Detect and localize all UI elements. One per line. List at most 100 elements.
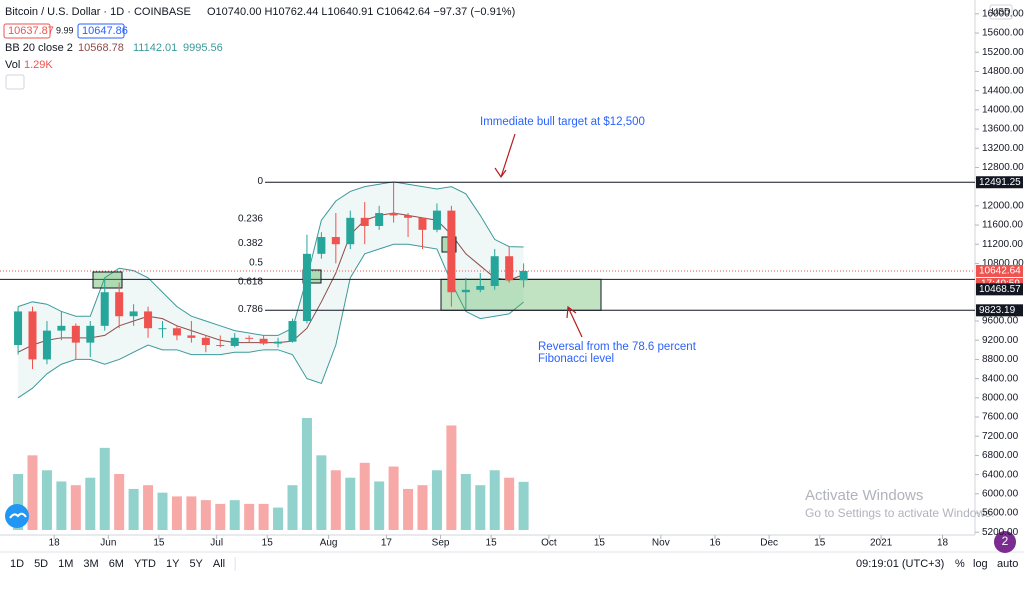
candle-body (490, 256, 499, 286)
volume-bar (186, 496, 197, 530)
y-tick-label: 11600.00 (982, 220, 1023, 231)
bb-value: 9995.56 (183, 42, 223, 54)
range-button[interactable]: 5D (34, 558, 48, 570)
range-button[interactable]: 1M (58, 558, 73, 570)
range-button[interactable]: YTD (134, 558, 156, 570)
vol-name: Vol (5, 59, 20, 71)
plot: 0 0.236 0.382 0.5 0.618 0.786 Immediate bull t… (0, 116, 975, 530)
candle-body (115, 292, 124, 317)
candle-body (129, 311, 138, 317)
candle-body (461, 289, 470, 293)
candle-body (389, 213, 398, 216)
price-tag (976, 283, 1023, 296)
y-tick-label: 11200.00 (982, 239, 1023, 250)
candle-body (57, 325, 66, 331)
ask: 10647.86 (82, 25, 128, 37)
volume-bar (41, 470, 52, 530)
candle-body (187, 335, 196, 338)
range-button[interactable]: 3M (83, 558, 98, 570)
volume-bar (301, 418, 312, 530)
candle-body (432, 210, 441, 230)
candle-body (259, 338, 268, 344)
fib-level-label: 0.382 (238, 238, 263, 249)
bb-value: 10568.78 (78, 42, 124, 54)
scale-option[interactable]: % (955, 558, 965, 570)
volume-bar (316, 455, 327, 530)
bb-lower (17, 243, 524, 399)
range-button[interactable]: 1D (10, 558, 24, 570)
collapse-button[interactable] (5, 74, 25, 90)
x-tick-label: Dec (760, 538, 778, 549)
volume-bar (475, 485, 486, 530)
candle-body (519, 270, 528, 281)
candle-body (144, 311, 153, 329)
candle-body (302, 253, 311, 322)
volume-bar (518, 481, 529, 530)
annotation: Immediate bull target at $12,500 (480, 116, 645, 128)
candle-body (100, 292, 109, 326)
y-tick-label: 6000.00 (982, 488, 1019, 499)
volume-bar (13, 474, 24, 530)
scale-option[interactable]: auto (997, 558, 1018, 570)
volume-bar (489, 470, 500, 530)
y-tick-label: 8000.00 (982, 392, 1019, 403)
candle-body (14, 311, 23, 346)
fib-level-label: 0.236 (238, 214, 263, 225)
price-tag-label: 9823.19 (979, 305, 1016, 316)
y-tick-label: 14400.00 (982, 85, 1024, 96)
volume-bar (200, 500, 211, 530)
volume-bar (417, 485, 428, 530)
range-button[interactable]: 1Y (166, 558, 180, 570)
fib-level-label: 0.786 (238, 304, 263, 315)
volume-bar (143, 485, 154, 530)
x-tick-label: 18 (937, 538, 949, 549)
volume-bar (359, 462, 370, 530)
x-tick-label: 17 (381, 538, 393, 549)
fib-level-label: 0 (257, 176, 263, 187)
range-button[interactable]: 6M (109, 558, 124, 570)
badge[interactable] (994, 531, 1016, 553)
candle-body (505, 256, 514, 281)
range-button[interactable]: 5Y (189, 558, 203, 570)
x-tick-label: Aug (320, 538, 338, 549)
currency-box[interactable] (989, 4, 1013, 20)
reversal-zone (440, 278, 602, 311)
y-tick-label: 10800.00 (982, 258, 1024, 269)
volume-bar (374, 481, 385, 530)
y-tick-label: 5200.00 (982, 527, 1019, 538)
bid-box[interactable] (3, 23, 51, 39)
volume-bar (258, 503, 269, 530)
volume-bar (431, 470, 442, 530)
annotation: Fibonacci level (538, 353, 614, 365)
x-tick-label: Sep (432, 538, 450, 549)
price-tag-label: 10468.57 (979, 284, 1021, 295)
x-tick-label: 15 (153, 538, 165, 549)
candle-body (86, 325, 95, 343)
bb-fill (18, 181, 524, 398)
volume-bar (460, 474, 471, 530)
y-tick-label: 16000.00 (982, 8, 1024, 19)
range-button[interactable]: All (213, 558, 225, 570)
currency: USD (991, 6, 1011, 16)
ask-box[interactable] (77, 23, 125, 39)
badge-text: 2 (1002, 534, 1009, 548)
x-tick-label: 15 (594, 538, 606, 549)
y-tick-label: 9600.00 (982, 316, 1019, 327)
candle-body (317, 237, 326, 254)
symbol: Bitcoin / U.S. Dollar · 1D · COINBASE (5, 6, 191, 18)
y-tick-label: 13600.00 (982, 124, 1024, 135)
candle-body (288, 321, 297, 342)
bid: 10637.87 (8, 25, 54, 37)
clock: 09:19:01 (UTC+3) (856, 558, 944, 570)
price-tag-label: 12491.25 (979, 177, 1021, 188)
scale-option[interactable]: log (973, 558, 988, 570)
candle-body (230, 337, 239, 346)
y-tick-label: 8800.00 (982, 354, 1019, 365)
volume-bar (99, 447, 110, 530)
volume-bar (345, 477, 356, 530)
volume-bar (27, 455, 38, 530)
volume-bar (273, 507, 284, 530)
price-tag (976, 176, 1023, 189)
y-tick-label: 13200.00 (982, 143, 1024, 154)
